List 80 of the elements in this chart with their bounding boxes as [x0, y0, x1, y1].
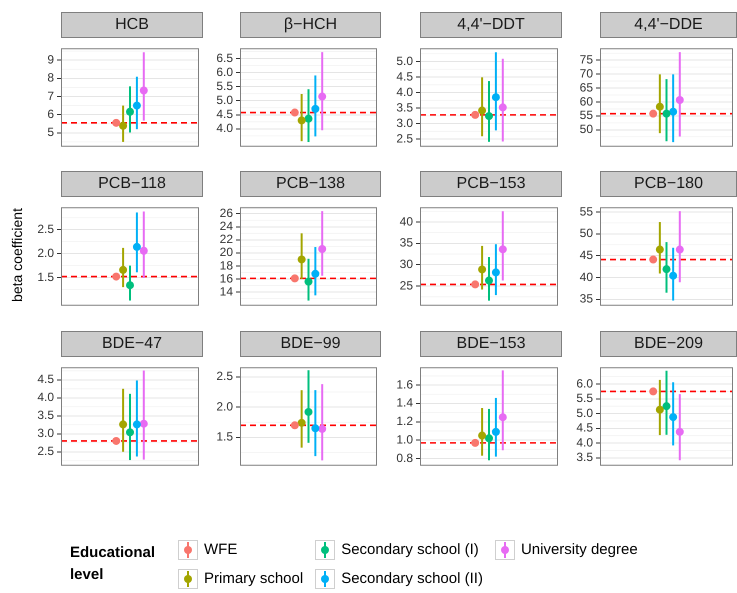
y-tick-label: 75: [580, 52, 594, 66]
y-tick-label: 2.5: [37, 222, 54, 236]
y-tick-label: 25: [400, 278, 414, 292]
y-tick-label: 5.5: [576, 391, 594, 406]
y-tick-label: 6: [47, 106, 54, 121]
y-tick-label: 1.0: [396, 432, 414, 446]
y-tick-label: 2.5: [216, 369, 234, 384]
legend-label: WFE: [204, 540, 238, 558]
y-tick-label: 55: [580, 204, 594, 218]
y-tick-label: 40: [400, 214, 414, 228]
y-tick-label: 20: [220, 245, 234, 260]
y-tick-label: 3.0: [396, 116, 414, 130]
y-tick-label: 1.6: [396, 377, 414, 392]
y-tick-label: 50: [580, 122, 594, 136]
y-tick-label: 9: [47, 52, 54, 66]
y-tick-label: 2.0: [216, 399, 234, 414]
chart-title: β−HCH: [240, 12, 381, 38]
legend-label: Primary school: [204, 570, 304, 588]
y-tick-label: 1.5: [216, 430, 234, 444]
y-tick-label: 1.5: [37, 270, 54, 284]
y-tick-label: 18: [220, 258, 234, 272]
y-tick-label: 7: [47, 88, 54, 103]
y-tick-label: 8: [47, 70, 54, 85]
y-tick-label: 6.5: [216, 50, 234, 65]
chart-title: BDE−47: [61, 331, 203, 357]
y-tick-label: 5.0: [576, 406, 594, 420]
chart-title: PCB−153: [420, 171, 562, 197]
y-tick-label: 3.5: [396, 100, 414, 114]
y-tick-label: 35: [400, 236, 414, 250]
y-tick-label: 4.0: [576, 435, 594, 450]
y-tick-label: 5.5: [216, 78, 234, 93]
y-tick-label: 5.0: [216, 93, 234, 108]
y-tick-label: 45: [580, 248, 594, 262]
y-tick-label: 4.5: [576, 420, 594, 435]
y-tick-label: 70: [580, 66, 594, 80]
y-tick-label: 14: [220, 284, 234, 298]
y-tick-label: 24: [220, 219, 234, 234]
legend-title: Educational level: [70, 543, 156, 585]
y-tick-label: 40: [580, 270, 594, 284]
y-tick-label: 4.0: [216, 121, 234, 136]
y-tick-label: 4.5: [396, 69, 414, 84]
chart-title: 4,4'−DDE: [600, 12, 737, 38]
y-tick-label: 2.0: [37, 246, 54, 260]
y-tick-label: 1.4: [396, 396, 414, 410]
y-tick-label: 22: [220, 232, 234, 246]
y-tick-label: 3.0: [37, 426, 54, 440]
y-tick-label: 5: [47, 125, 54, 140]
chart-title: BDE−209: [600, 331, 737, 357]
y-tick-label: 35: [580, 292, 594, 306]
legend-label: Secondary school (I): [341, 540, 479, 558]
y-tick-label: 5.0: [396, 54, 414, 68]
chart-title: HCB: [61, 12, 203, 38]
y-tick-label: 4.5: [216, 107, 234, 122]
y-tick-label: 30: [400, 257, 414, 272]
y-tick-label: 26: [220, 206, 234, 220]
chart-title: 4,4'−DDT: [420, 12, 562, 38]
chart-title: BDE−153: [420, 331, 562, 357]
y-tick-label: 4.5: [37, 372, 54, 386]
y-tick-label: 60: [580, 94, 594, 108]
chart-title: BDE−99: [240, 331, 381, 357]
chart-title: PCB−118: [61, 171, 203, 197]
chart-title: PCB−180: [600, 171, 737, 197]
y-tick-label: 65: [580, 80, 594, 94]
y-tick-label: 3.5: [37, 408, 54, 422]
y-axis-title: beta coefficient: [8, 208, 25, 302]
y-tick-label: 0.8: [396, 450, 414, 465]
y-tick-label: 6.0: [576, 376, 594, 390]
chart-title: PCB−138: [240, 171, 381, 197]
y-tick-label: 3.5: [576, 450, 594, 464]
legend-label: Secondary school (II): [341, 570, 483, 588]
y-tick-label: 16: [220, 271, 234, 286]
y-tick-label: 2.5: [396, 131, 414, 146]
y-tick-label: 1.2: [396, 414, 414, 428]
y-tick-label: 55: [580, 108, 594, 122]
y-tick-label: 4.0: [37, 390, 54, 404]
y-tick-label: 2.5: [37, 444, 54, 458]
y-tick-label: 4.0: [396, 84, 414, 99]
y-tick-label: 50: [580, 226, 594, 240]
legend-label: University degree: [520, 540, 638, 558]
y-tick-label: 6.0: [216, 64, 234, 79]
